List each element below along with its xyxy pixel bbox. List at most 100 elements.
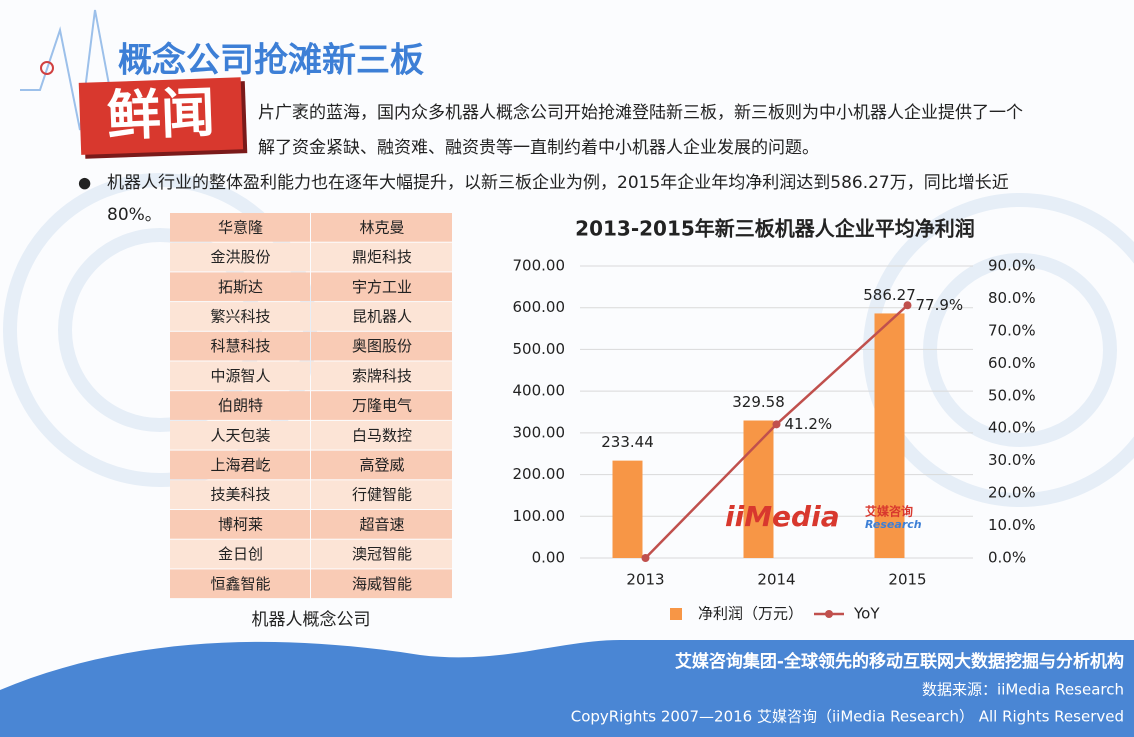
table-cell-text: 科慧科技 [210,337,270,355]
table-cell [311,331,452,361]
footer-slogan: 艾媒咨询集团-全球领先的移动互联网大数据挖掘与分析机构 [675,651,1124,672]
table-cell [170,331,310,361]
table-cell [170,272,310,302]
y2-tick-label: 50.0% [988,386,1036,404]
bar [612,460,643,558]
stamp-text: 鲜闻 [106,81,216,148]
table-caption: 机器人概念公司 [252,609,371,630]
logo-cn: 艾媒咨询 [865,504,913,519]
table-cell-text: 拓斯达 [218,278,263,296]
stamp-box [78,77,244,155]
line-value-label: 77.9% [916,296,964,314]
table-cell-text: 鼎炬科技 [352,248,412,266]
logo-en: Research [865,518,922,531]
line-marker [903,301,912,310]
y-tick-label: 500.00 [513,340,566,358]
table-cell-text: 中源智人 [210,367,270,385]
decor [3,173,1134,507]
chart-title: 2013-2015年新三板机器人企业平均净利润 [575,217,975,241]
table-cell-text: 恒鑫智能 [210,575,270,593]
y2-tick-label: 10.0% [988,516,1036,534]
footer-source: 数据来源：iiMedia Research [922,681,1124,699]
y-tick-label: 0.00 [532,549,565,567]
y-tick-label: 200.00 [513,465,566,483]
table-cell [311,213,452,242]
table-cell-text: 昆机器人 [352,307,412,325]
line-marker [772,420,781,429]
table-cell-text: 海威智能 [352,575,412,593]
bullet-text: 机器人行业的整体盈利能力也在逐年大幅提升，以新三板企业为例，2015年企业年均净… [107,173,1009,193]
table-cell-text: 白马数控 [352,426,412,444]
table-cell-text: 上海君屹 [210,456,270,474]
icon [40,61,54,75]
table-cell [311,242,452,272]
bar-value-label: 586.27 [863,286,916,304]
line-marker [641,554,650,562]
table-cell-text: 人天包装 [210,426,270,444]
stamp: 鲜闻 [78,77,248,159]
table-cell [170,420,310,450]
bar [874,313,905,558]
x-tick-label: 2013 [626,571,664,589]
table-cell-text: 博柯莱 [218,515,263,533]
table-cell-text: 万隆电气 [352,397,412,415]
table-cell [311,539,452,569]
table-cell [311,302,452,331]
table-cell [311,272,452,302]
table-cell [170,213,310,242]
bullet-text: 片广袤的蓝海，国内众多机器人概念公司开始抢滩登陆新三板，新三板则为中小机器人企业… [258,102,1023,123]
bullet-dot: ● [78,174,91,192]
table-cell [170,242,310,272]
table-cell-text: 索牌科技 [352,367,412,385]
table-cell-text: 超音速 [359,515,404,533]
table-cell [311,391,452,420]
table-cell-text: 繁兴科技 [210,307,270,325]
y-tick-label: 700.00 [513,257,566,275]
x-tick-label: 2015 [888,571,926,589]
x-tick-label: 2014 [757,571,795,589]
table-cell [170,539,310,569]
table-cell [170,480,310,509]
table-cell-text: 林克曼 [359,218,404,236]
legend-label: YoY [853,605,880,623]
logo-name: iiMedia [725,500,840,533]
footer-copyright: CopyRights 2007—2016 艾媒咨询（iiMedia Resear… [571,708,1124,726]
table-cell [311,480,452,509]
table-cell [170,361,310,391]
table-cell-text: 高登威 [359,456,404,474]
table-cell-text: 技美科技 [210,486,270,504]
bar-value-label: 233.44 [601,433,654,451]
legend-swatch [670,608,682,620]
title: 概念公司抢滩新三板 [118,41,424,81]
bar-value-label: 329.58 [732,393,785,411]
watermark: iiMedia 艾媒咨询 Research [725,500,922,533]
line-value-label: 41.2% [785,415,833,433]
footer-band [0,640,1134,737]
y2-tick-label: 0.0% [988,549,1026,567]
table-cell [170,391,310,420]
table-cell [311,361,452,391]
y2-tick-label: 90.0% [988,257,1036,275]
y-tick-label: 300.00 [513,423,566,441]
legend-label: 净利润（万元） [698,605,803,623]
bullet-text: 80%。 [107,205,162,225]
table-cell-text: 金洪股份 [210,248,270,266]
y-tick-label: 100.00 [513,507,566,525]
y2-tick-label: 30.0% [988,451,1036,469]
y2-tick-label: 40.0% [988,419,1036,437]
y-tick-label: 600.00 [513,298,566,316]
table-cell [170,510,310,539]
y2-tick-label: 80.0% [988,289,1036,307]
table-cell-text: 澳冠智能 [352,545,412,563]
y-tick-label: 400.00 [513,382,566,400]
table-cell [311,420,452,450]
y2-tick-label: 70.0% [988,321,1036,339]
bullet-text: 解了资金紧缺、融资难、融资贵等一直制约着中小机器人企业发展的问题。 [258,138,819,158]
table-cell [311,510,452,539]
table-cell-text: 行健智能 [352,486,412,504]
table-cell-text: 宇方工业 [352,278,412,296]
table-cell [170,302,310,331]
